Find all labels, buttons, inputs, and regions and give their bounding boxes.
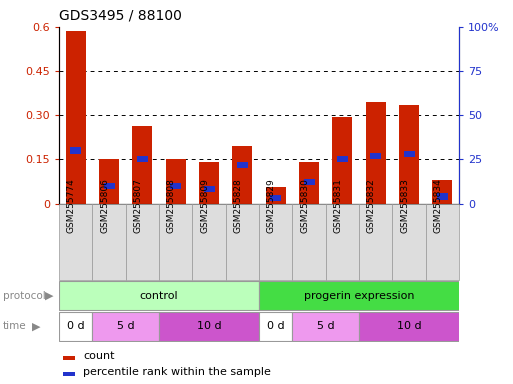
Bar	[159, 312, 259, 341]
Bar	[104, 183, 114, 189]
Bar	[426, 204, 459, 280]
Text: GSM255834: GSM255834	[433, 179, 442, 233]
Bar	[199, 162, 219, 204]
Bar	[292, 204, 326, 280]
Bar	[359, 204, 392, 280]
Text: GSM255808: GSM255808	[167, 179, 175, 233]
Text: GSM255807: GSM255807	[133, 179, 143, 233]
Text: time: time	[3, 321, 26, 331]
Text: GDS3495 / 88100: GDS3495 / 88100	[59, 9, 182, 23]
Text: 10 d: 10 d	[397, 321, 422, 331]
Text: ▶: ▶	[45, 291, 53, 301]
Text: GSM255832: GSM255832	[367, 179, 376, 233]
Text: GSM255828: GSM255828	[233, 179, 242, 233]
Bar	[59, 312, 92, 341]
Text: 0 d: 0 d	[267, 321, 285, 331]
Text: 5 d: 5 d	[117, 321, 134, 331]
Text: GSM255809: GSM255809	[200, 179, 209, 233]
Bar	[299, 162, 319, 204]
Bar	[137, 156, 148, 162]
Bar	[59, 204, 92, 280]
Bar	[332, 117, 352, 204]
Bar	[266, 187, 286, 204]
Bar	[166, 159, 186, 204]
Bar	[270, 195, 281, 201]
Text: protocol: protocol	[3, 291, 45, 301]
Text: GSM255774: GSM255774	[67, 179, 76, 233]
Bar	[326, 204, 359, 280]
Bar	[359, 312, 459, 341]
Bar	[237, 162, 248, 168]
Text: 0 d: 0 d	[67, 321, 85, 331]
Bar	[92, 204, 126, 280]
Bar	[437, 194, 448, 200]
Bar	[232, 146, 252, 204]
Bar	[226, 204, 259, 280]
Text: GSM255831: GSM255831	[333, 179, 343, 233]
Bar	[259, 281, 459, 310]
Text: count: count	[83, 351, 114, 361]
Bar	[370, 153, 381, 159]
Bar	[192, 204, 226, 280]
Bar	[259, 312, 292, 341]
Bar	[292, 312, 359, 341]
Bar	[170, 183, 181, 189]
Bar	[337, 156, 348, 162]
Text: progerin expression: progerin expression	[304, 291, 415, 301]
Bar	[99, 159, 119, 204]
Bar	[126, 204, 159, 280]
Bar	[204, 186, 214, 192]
Bar	[132, 126, 152, 204]
Bar	[63, 372, 75, 376]
Bar	[366, 102, 386, 204]
Bar	[399, 105, 419, 204]
Text: GSM255806: GSM255806	[100, 179, 109, 233]
Bar	[159, 204, 192, 280]
Text: percentile rank within the sample: percentile rank within the sample	[83, 367, 271, 377]
Bar	[432, 180, 452, 204]
Bar	[70, 147, 81, 154]
Text: GSM255829: GSM255829	[267, 179, 276, 233]
Text: GSM255833: GSM255833	[400, 179, 409, 233]
Text: 10 d: 10 d	[196, 321, 222, 331]
Bar	[92, 312, 159, 341]
Bar	[63, 356, 75, 360]
Bar	[304, 179, 314, 185]
Text: ▶: ▶	[32, 321, 41, 331]
Bar	[259, 204, 292, 280]
Bar	[404, 151, 415, 157]
Text: GSM255830: GSM255830	[300, 179, 309, 233]
Text: control: control	[140, 291, 179, 301]
Bar	[392, 204, 426, 280]
Bar	[66, 31, 86, 204]
Bar	[59, 281, 259, 310]
Text: 5 d: 5 d	[317, 321, 334, 331]
